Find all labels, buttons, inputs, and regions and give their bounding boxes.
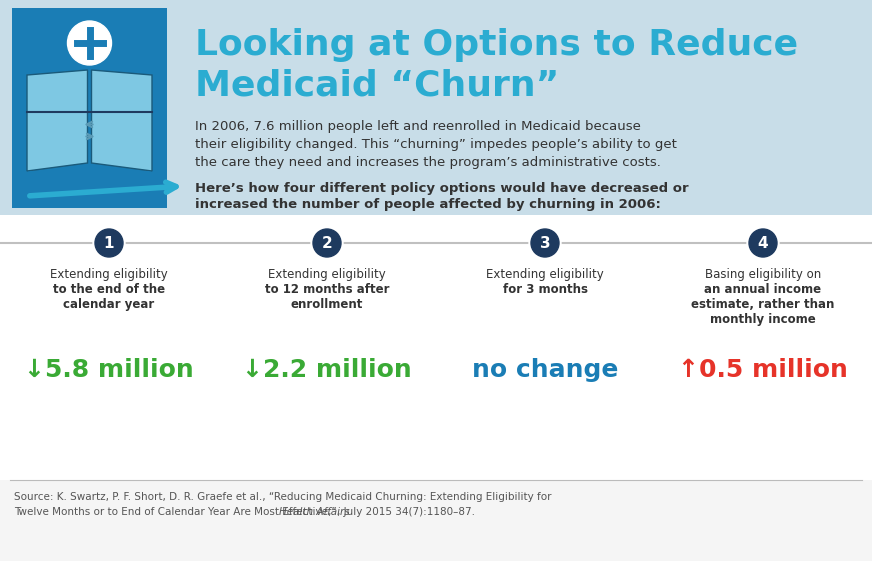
Text: Extending eligibility: Extending eligibility: [486, 268, 604, 281]
Text: Basing eligibility on: Basing eligibility on: [705, 268, 821, 281]
FancyBboxPatch shape: [0, 480, 872, 561]
FancyBboxPatch shape: [12, 8, 167, 208]
Text: monthly income: monthly income: [710, 313, 816, 326]
Text: 4: 4: [758, 236, 768, 251]
Text: no change: no change: [472, 358, 618, 382]
Text: 2: 2: [322, 236, 332, 251]
Text: ↓5.8 million: ↓5.8 million: [24, 358, 194, 382]
Text: Here’s how four different policy options would have decreased or: Here’s how four different policy options…: [195, 182, 689, 195]
Text: increased the number of people affected by churning in 2006:: increased the number of people affected …: [195, 198, 661, 211]
Text: to 12 months after: to 12 months after: [265, 283, 389, 296]
Text: Extending eligibility: Extending eligibility: [268, 268, 386, 281]
Text: 1: 1: [104, 236, 114, 251]
Circle shape: [747, 227, 779, 259]
Text: their eligibility changed. This “churning” impedes people’s ability to get: their eligibility changed. This “churnin…: [195, 138, 677, 151]
Text: Looking at Options to Reduce: Looking at Options to Reduce: [195, 28, 798, 62]
Text: to the end of the: to the end of the: [53, 283, 165, 296]
Text: Source: K. Swartz, P. F. Short, D. R. Graefe et al., “Reducing Medicaid Churning: Source: K. Swartz, P. F. Short, D. R. Gr…: [14, 492, 551, 502]
FancyBboxPatch shape: [0, 215, 872, 561]
Text: , July 2015 34(7):1180–87.: , July 2015 34(7):1180–87.: [337, 507, 475, 517]
Text: 3: 3: [540, 236, 550, 251]
Text: an annual income: an annual income: [705, 283, 821, 296]
Circle shape: [529, 227, 561, 259]
Text: Twelve Months or to End of Calendar Year Are Most Effective,”: Twelve Months or to End of Calendar Year…: [14, 507, 343, 517]
Circle shape: [311, 227, 343, 259]
Circle shape: [531, 229, 559, 257]
Text: ↑0.5 million: ↑0.5 million: [678, 358, 848, 382]
Text: In 2006, 7.6 million people left and reenrolled in Medicaid because: In 2006, 7.6 million people left and ree…: [195, 120, 641, 133]
Circle shape: [67, 21, 112, 65]
Circle shape: [313, 229, 341, 257]
Circle shape: [749, 229, 777, 257]
Text: calendar year: calendar year: [64, 298, 154, 311]
Text: Health Affairs: Health Affairs: [278, 507, 349, 517]
Polygon shape: [27, 171, 152, 188]
Text: estimate, rather than: estimate, rather than: [691, 298, 835, 311]
Text: for 3 months: for 3 months: [502, 283, 588, 296]
Text: Medicaid “Churn”: Medicaid “Churn”: [195, 68, 559, 102]
Polygon shape: [92, 70, 152, 171]
Text: ↓2.2 million: ↓2.2 million: [242, 358, 412, 382]
Text: enrollment: enrollment: [291, 298, 363, 311]
Circle shape: [93, 227, 125, 259]
Polygon shape: [27, 70, 87, 171]
Text: Extending eligibility: Extending eligibility: [50, 268, 168, 281]
Text: the care they need and increases the program’s administrative costs.: the care they need and increases the pro…: [195, 156, 661, 169]
Circle shape: [95, 229, 123, 257]
FancyBboxPatch shape: [0, 0, 872, 215]
